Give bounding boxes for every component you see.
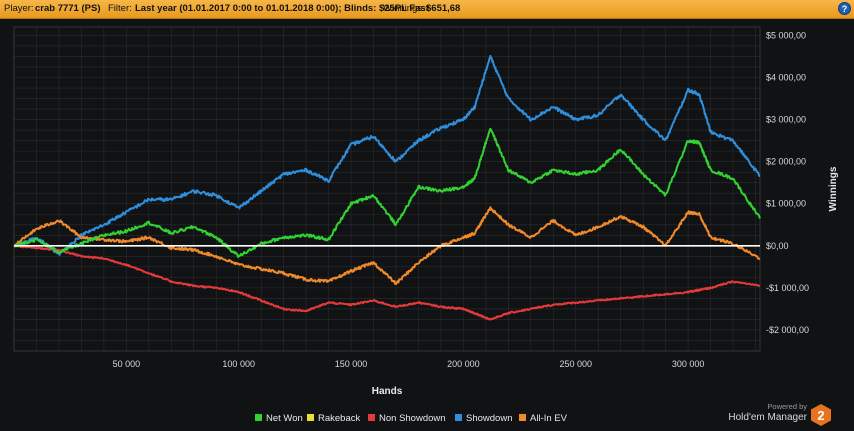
product-name: Hold'em Manager [728,412,807,423]
legend-label: All-In EV [530,413,567,424]
powered-by-text: Powered by [767,402,807,411]
legend-swatch [519,414,526,421]
branding: Powered by Hold'em Manager 2 [725,402,835,428]
legend-swatch [368,414,375,421]
winnings-value: $651,68 [426,3,461,14]
player-label: Player: [4,3,34,14]
series-line-non-showdown [13,244,761,321]
legend-swatch [255,414,262,421]
chart-grid [13,26,761,352]
plot-frame [13,26,761,352]
x-tick-label: 200 000 [447,359,480,369]
winnings-chart: 50 000 100 000 150 000 200 000 250 000 300 00… [13,26,839,397]
series-line-net-won [13,127,761,258]
logo-digit: 2 [817,408,824,423]
x-tick-label: 150 000 [335,359,368,369]
x-axis-title: Hands [372,386,403,397]
legend-item-all-in-ev[interactable]: All-In EV [519,413,567,424]
legend-label: Showdown [466,413,513,424]
x-tick-label: 250 000 [559,359,592,369]
y-tick-label: $5 000,00 [766,30,806,40]
y-axis-title: Winnings [828,166,839,211]
legend-item-showdown[interactable]: Showdown [455,413,512,424]
legend-item-rakeback[interactable]: Rakeback [307,413,360,424]
chart-axis-labels: 50 000 100 000 150 000 200 000 250 000 300 00… [113,30,839,397]
filter-value: Last year (01.01.2017 0:00 to 01.01.2018… [135,3,429,14]
y-tick-label: $2 000,00 [766,157,806,167]
x-tick-label: 50 000 [113,359,141,369]
winnings-label: Winnings: [383,3,425,14]
help-button[interactable]: ? [838,2,851,15]
legend-swatch [307,414,314,421]
legend-label: Non Showdown [379,413,446,424]
filter-label: Filter: [108,3,132,14]
y-tick-label: $3 000,00 [766,115,806,125]
legend-label: Net Won [266,413,303,424]
x-tick-label: 100 000 [222,359,255,369]
chart-series [13,54,761,321]
y-tick-label: -$1 000,00 [766,283,809,293]
legend-swatch [455,414,462,421]
player-value: crab 7771 (PS) [35,3,101,14]
x-tick-label: 300 000 [672,359,705,369]
series-line-all-in-ev [13,206,761,285]
y-tick-label: $1 000,00 [766,199,806,209]
title-bar: Player: crab 7771 (PS) Filter: Last year… [0,0,854,19]
series-line-showdown [13,54,761,256]
legend-label: Rakeback [318,413,361,424]
y-tick-label: $0,00 [766,241,789,251]
hem2-logo-icon: 2 [811,404,831,426]
legend-item-net-won[interactable]: Net Won [255,413,303,424]
legend-item-non-showdown[interactable]: Non Showdown [368,413,446,424]
y-tick-label: $4 000,00 [766,72,806,82]
y-tick-label: -$2 000,00 [766,325,809,335]
